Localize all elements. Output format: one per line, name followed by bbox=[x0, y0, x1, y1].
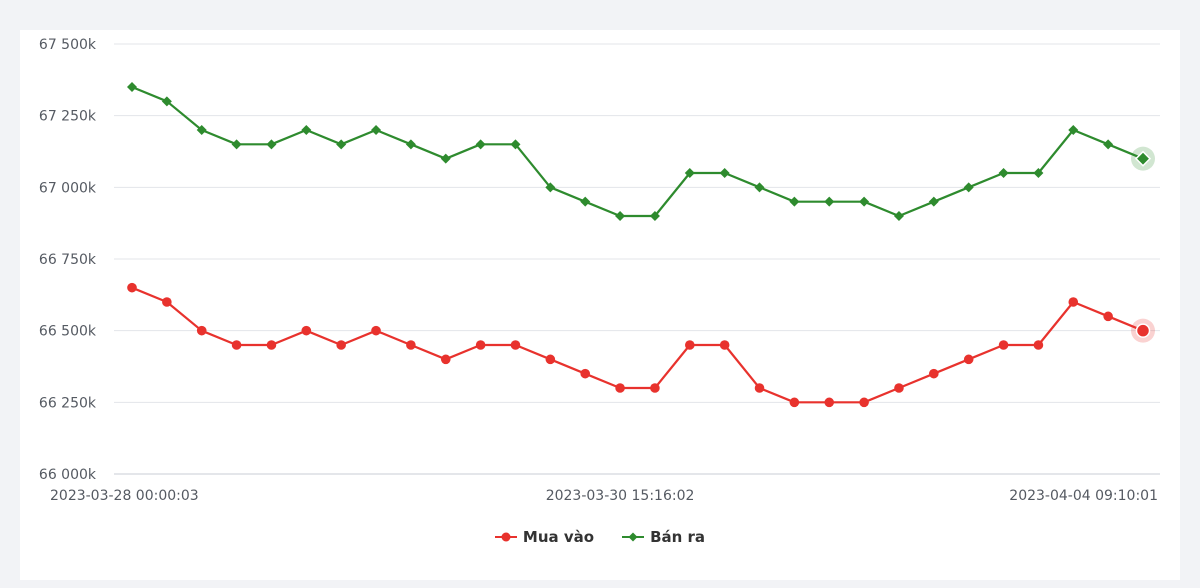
data-point[interactable] bbox=[754, 182, 765, 193]
data-point[interactable] bbox=[719, 168, 730, 178]
legend-label: Bán ra bbox=[650, 528, 706, 546]
data-point[interactable] bbox=[998, 168, 1009, 178]
line-chart: 66 000k 66 250k 66 500k 66 750k 67 000k 67 25… bbox=[39, 37, 1160, 504]
data-point[interactable] bbox=[405, 139, 416, 150]
data-point[interactable] bbox=[859, 196, 870, 207]
legend-label: Mua vào bbox=[522, 528, 595, 546]
data-point[interactable] bbox=[1033, 340, 1044, 350]
data-point[interactable] bbox=[893, 211, 904, 221]
legend-marker-circle-icon bbox=[494, 532, 517, 542]
data-point[interactable] bbox=[545, 354, 556, 365]
data-point[interactable] bbox=[440, 354, 451, 365]
legend-marker-diamond-icon bbox=[622, 532, 645, 542]
data-point[interactable] bbox=[1134, 150, 1152, 167]
data-point[interactable] bbox=[440, 153, 451, 164]
y-tick-label: 66 500k bbox=[39, 324, 97, 340]
data-point[interactable] bbox=[580, 368, 591, 379]
data-point[interactable] bbox=[789, 196, 800, 207]
data-point[interactable] bbox=[928, 196, 939, 207]
data-point[interactable] bbox=[824, 397, 835, 408]
data-point[interactable] bbox=[231, 340, 242, 350]
legend-item-series-2[interactable]: Bán ra bbox=[622, 528, 705, 546]
data-point[interactable] bbox=[161, 96, 172, 107]
data-point[interactable] bbox=[894, 383, 904, 393]
data-point[interactable] bbox=[301, 325, 312, 336]
data-point[interactable] bbox=[789, 397, 800, 408]
data-point[interactable] bbox=[649, 211, 660, 221]
x-tick-label: 2023-03-28 00:00:03 bbox=[50, 488, 199, 504]
legend-item-series-1[interactable]: Mua vào bbox=[494, 528, 595, 546]
data-point[interactable] bbox=[1033, 168, 1044, 178]
data-point[interactable] bbox=[406, 340, 416, 350]
data-point[interactable] bbox=[336, 139, 347, 150]
data-point[interactable] bbox=[998, 340, 1009, 350]
y-tick-label: 67 250k bbox=[39, 109, 97, 125]
x-tick-label: 2023-04-04 09:10:01 bbox=[1009, 488, 1158, 504]
data-point[interactable] bbox=[510, 340, 521, 350]
y-tick-label: 67 500k bbox=[39, 37, 97, 53]
data-point[interactable] bbox=[615, 383, 625, 393]
data-point[interactable] bbox=[231, 139, 242, 150]
data-point[interactable] bbox=[963, 354, 974, 365]
data-point[interactable] bbox=[266, 139, 277, 150]
y-tick-label: 66 250k bbox=[39, 395, 97, 411]
data-point[interactable] bbox=[859, 397, 869, 408]
y-axis: 66 000k 66 250k 66 500k 66 750k 67 000k 67 25… bbox=[39, 37, 97, 483]
series-2 bbox=[127, 82, 1155, 221]
data-point[interactable] bbox=[1135, 323, 1151, 338]
data-point[interactable] bbox=[196, 125, 207, 135]
series-layer bbox=[127, 82, 1155, 408]
data-point[interactable] bbox=[336, 340, 346, 350]
series-line bbox=[131, 85, 1144, 218]
data-point[interactable] bbox=[301, 125, 312, 135]
data-point[interactable] bbox=[545, 182, 556, 193]
y-tick-label: 66 000k bbox=[39, 467, 97, 483]
data-point[interactable] bbox=[196, 325, 207, 336]
data-point[interactable] bbox=[127, 282, 137, 293]
series-1 bbox=[127, 282, 1155, 408]
data-point[interactable] bbox=[371, 325, 381, 336]
grid-layer bbox=[114, 43, 1160, 475]
data-point[interactable] bbox=[580, 196, 591, 207]
chart-card bbox=[20, 30, 1180, 580]
y-tick-label: 66 750k bbox=[39, 252, 97, 268]
data-point[interactable] bbox=[684, 340, 695, 350]
data-point[interactable] bbox=[1103, 311, 1113, 322]
data-point[interactable] bbox=[1103, 139, 1114, 150]
series-line bbox=[131, 286, 1144, 404]
x-axis: 2023-03-28 00:00:03 2023-03-30 15:16:02 20… bbox=[50, 488, 1158, 504]
data-point[interactable] bbox=[266, 340, 277, 350]
y-tick-label: 67 000k bbox=[39, 180, 97, 196]
data-point[interactable] bbox=[127, 82, 137, 92]
data-point[interactable] bbox=[963, 182, 974, 193]
data-point[interactable] bbox=[719, 340, 730, 350]
data-point[interactable] bbox=[1068, 297, 1079, 307]
data-point[interactable] bbox=[475, 340, 486, 350]
data-point[interactable] bbox=[824, 196, 835, 207]
data-point[interactable] bbox=[684, 168, 695, 178]
data-point[interactable] bbox=[475, 139, 486, 150]
data-point[interactable] bbox=[929, 368, 939, 379]
data-point[interactable] bbox=[510, 139, 521, 150]
data-point[interactable] bbox=[650, 383, 660, 393]
data-point[interactable] bbox=[754, 383, 765, 393]
legend: Mua vào Bán ra bbox=[0, 528, 1200, 546]
data-point[interactable] bbox=[615, 211, 626, 221]
data-point[interactable] bbox=[371, 125, 382, 135]
x-tick-label: 2023-03-30 15:16:02 bbox=[546, 488, 695, 504]
data-point[interactable] bbox=[1068, 125, 1079, 135]
data-point[interactable] bbox=[162, 297, 172, 307]
